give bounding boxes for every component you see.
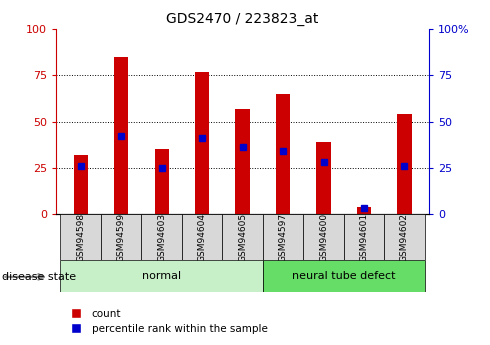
Bar xyxy=(222,214,263,260)
Text: GSM94604: GSM94604 xyxy=(197,213,207,262)
Bar xyxy=(114,57,128,214)
Bar xyxy=(154,149,169,214)
Bar xyxy=(60,214,101,260)
Bar xyxy=(195,72,209,214)
Bar xyxy=(236,109,249,214)
Text: normal: normal xyxy=(142,271,181,281)
Bar xyxy=(303,214,344,260)
Text: neural tube defect: neural tube defect xyxy=(292,271,395,281)
Text: GSM94597: GSM94597 xyxy=(278,213,288,262)
Bar xyxy=(141,214,182,260)
Bar xyxy=(344,214,384,260)
Text: GSM94599: GSM94599 xyxy=(117,213,125,262)
Text: GSM94601: GSM94601 xyxy=(360,213,368,262)
Bar xyxy=(384,214,425,260)
Bar xyxy=(101,214,141,260)
Bar xyxy=(263,214,303,260)
Bar xyxy=(74,155,88,214)
Text: disease state: disease state xyxy=(2,272,76,282)
Text: GSM94600: GSM94600 xyxy=(319,213,328,262)
Title: GDS2470 / 223823_at: GDS2470 / 223823_at xyxy=(167,11,318,26)
Bar xyxy=(397,114,412,214)
Bar xyxy=(182,214,222,260)
Text: GSM94602: GSM94602 xyxy=(400,213,409,262)
Bar xyxy=(263,260,425,292)
Legend: count, percentile rank within the sample: count, percentile rank within the sample xyxy=(62,305,272,338)
Text: GSM94598: GSM94598 xyxy=(76,213,85,262)
Bar xyxy=(276,94,290,214)
Text: GSM94603: GSM94603 xyxy=(157,213,166,262)
Bar xyxy=(317,142,331,214)
Bar xyxy=(357,207,371,214)
Text: GSM94605: GSM94605 xyxy=(238,213,247,262)
Bar xyxy=(60,260,263,292)
